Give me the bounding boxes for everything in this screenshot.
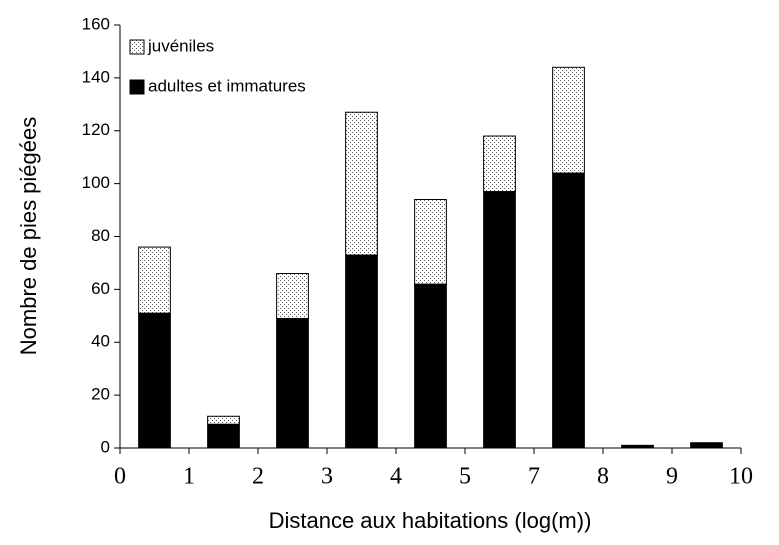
bar-segment [690,442,723,449]
y-tick-label: 60 [91,279,110,298]
legend-label: juvéniles [147,36,214,55]
bar-segment [345,111,378,256]
y-tick-label: 160 [82,14,110,33]
bar-segment [414,283,447,449]
x-tick-label: 1 [183,464,195,490]
y-tick-label: 140 [82,67,110,86]
x-tick-label: 3 [321,464,333,490]
x-tick-label: 7 [528,464,540,490]
y-tick-label: 100 [82,173,110,192]
x-tick-label: 2 [252,464,264,490]
bar-segment [138,312,171,449]
legend-label: adultes et immatures [148,76,306,95]
bar-segment [207,423,240,449]
x-tick-label: 4 [390,464,402,490]
bar-segment [138,246,171,314]
y-tick-label: 0 [101,437,110,456]
legend-swatch [129,79,145,95]
y-tick-label: 120 [82,120,110,139]
bar-segment [276,273,309,319]
x-tick-label: 8 [597,464,609,490]
x-tick-label: 0 [114,464,126,490]
x-axis-title: Distance aux habitations (log(m)) [269,508,592,533]
legend-swatch [129,39,145,55]
bar-segment [552,66,585,174]
x-tick-label: 9 [666,464,678,490]
bar-segment [483,135,516,193]
bar-segment [276,317,309,449]
bar-segment [414,198,447,285]
y-tick-label: 80 [91,226,110,245]
y-tick-label: 20 [91,385,110,404]
x-tick-label: 10 [729,464,753,490]
bar-segment [483,191,516,449]
bar-segment [552,172,585,449]
x-tick-label: 5 [459,464,471,490]
y-tick-label: 40 [91,332,110,351]
y-axis-title: Nombre de pies piégées [16,117,41,355]
bar-segment [345,254,378,449]
bar-segment [207,415,240,425]
